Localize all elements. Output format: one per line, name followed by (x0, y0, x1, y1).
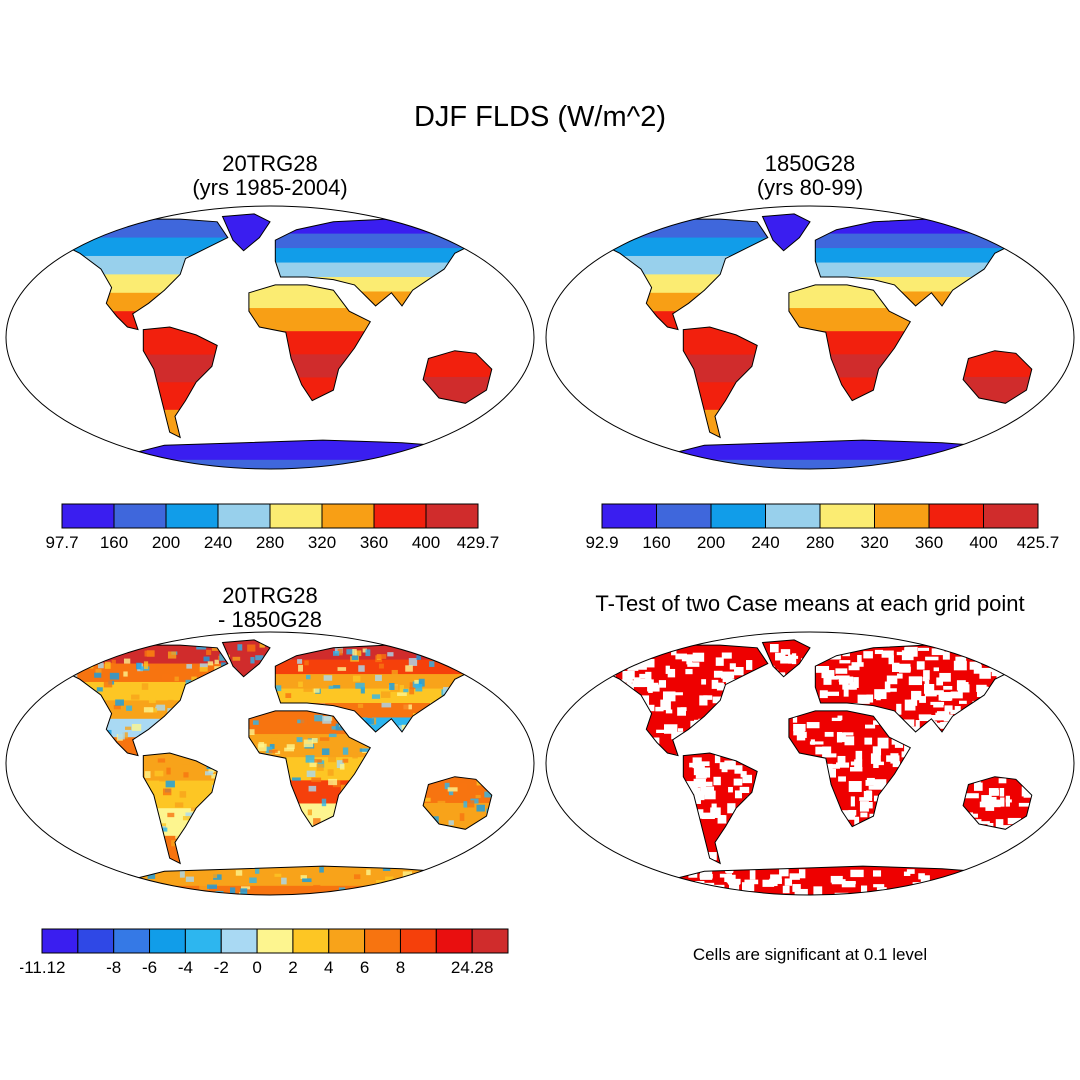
map-panel-1 (5, 205, 535, 470)
panel-3-title: 20TRG28 - 1850G28 (120, 584, 420, 632)
map-border (5, 205, 535, 470)
colorbar-tick-label: 400 (412, 533, 440, 552)
colorbar-tick-label: 97.7 (45, 533, 78, 552)
colorbar-swatch (765, 503, 821, 529)
map-panel-2 (545, 205, 1075, 470)
colorbar-tick-label: 160 (642, 533, 670, 552)
colorbar-tick-label: 320 (308, 533, 336, 552)
colorbar-tick-label: 240 (204, 533, 232, 552)
colorbar-swatch (601, 503, 657, 529)
colorbar-swatch (435, 928, 473, 954)
colorbar-tick-label: -2 (214, 958, 229, 977)
colorbar-swatch (425, 503, 479, 529)
map-panel-4 (545, 631, 1075, 896)
colorbar-panel-3: -11.12 -8 -6 -4 -2 0 2 4 6 8 24.28 (20, 928, 509, 977)
colorbar-tick-label: 320 (860, 533, 888, 552)
colorbar-tick-label: 429.7 (457, 533, 500, 552)
panel-2-title-line1: 1850G28 (764, 151, 856, 176)
colorbar-tick-label: 200 (152, 533, 180, 552)
colorbar-swatch (41, 928, 79, 954)
panel-1-title-line2: (yrs 1985-2004) (192, 174, 348, 200)
colorbar-swatch (656, 503, 712, 529)
colorbar-swatch (165, 503, 219, 529)
map-border (545, 205, 1075, 470)
colorbar-swatch (328, 928, 366, 954)
panel-3-title-line1: 20TRG28 (222, 583, 318, 608)
colorbar-tick-label: 160 (100, 533, 128, 552)
colorbar-swatch (373, 503, 427, 529)
map-panel-3 (5, 631, 535, 896)
colorbar-tick-label: 4 (324, 958, 333, 977)
colorbar-tick-label: 200 (697, 533, 725, 552)
panel-2-title: 1850G28 (yrs 80-99) (660, 152, 960, 200)
colorbar-swatch (710, 503, 766, 529)
panel-3-title-line2: - 1850G28 (218, 606, 322, 632)
colorbar-tick-label: 400 (969, 533, 997, 552)
colorbar-tick-label: 425.7 (1017, 533, 1060, 552)
colorbar-swatch (61, 503, 115, 529)
colorbar-tick-label: -6 (142, 958, 157, 977)
colorbar-tick-label: 92.9 (585, 533, 618, 552)
colorbar-tick-label: -4 (178, 958, 193, 977)
colorbar-tick-label: 360 (915, 533, 943, 552)
colorbar-swatch (113, 503, 167, 529)
colorbar-swatch (819, 503, 875, 529)
colorbar-tick-label: 8 (396, 958, 405, 977)
colorbar-tick-label: -11.12 (20, 958, 65, 977)
panel-2-title-line2: (yrs 80-99) (756, 174, 864, 200)
colorbar-swatch (113, 928, 151, 954)
colorbar-tick-label: 280 (256, 533, 284, 552)
colorbar-tick-label: -8 (106, 958, 121, 977)
colorbar-swatch (256, 928, 294, 954)
significance-note: Cells are significant at 0.1 level (692, 945, 928, 964)
colorbar-tick-label: 360 (360, 533, 388, 552)
colorbar-swatch (471, 928, 509, 954)
colorbar-swatch (292, 928, 330, 954)
colorbar-tick-label: 2 (288, 958, 297, 977)
colorbar-swatch (77, 928, 115, 954)
colorbar-tick-label: 6 (360, 958, 369, 977)
colorbar-swatch (983, 503, 1039, 529)
colorbar-swatch (149, 928, 186, 954)
colorbar-tick-label: 0 (252, 958, 261, 977)
map-border (545, 631, 1075, 896)
map-border (5, 631, 535, 896)
colorbar-swatch (220, 928, 258, 954)
colorbar-tick-label: 280 (806, 533, 834, 552)
colorbar-swatch (928, 503, 984, 529)
colorbar-swatch (184, 928, 222, 954)
colorbar-panel-1: 97.7 160 200 240 280 320 360 400 429.7 (45, 503, 500, 552)
colorbar-swatch (217, 503, 271, 529)
colorbar-tick-label: 240 (751, 533, 779, 552)
colorbar-swatch (269, 503, 323, 529)
panel-4-title-line1: T-Test of two Case means at each grid po… (595, 591, 1025, 616)
colorbar-panel-2: 92.9 160 200 240 280 320 360 400 425.7 (585, 503, 1060, 552)
colorbar-tick-label: 24.28 (451, 958, 494, 977)
colorbar-swatch (874, 503, 930, 529)
colorbar-swatch (321, 503, 375, 529)
main-title: DJF FLDS (W/m^2) (413, 101, 667, 133)
panel-4-title: T-Test of two Case means at each grid po… (540, 592, 1080, 616)
colorbar-swatch (364, 928, 401, 954)
panel-1-title: 20TRG28 (yrs 1985-2004) (120, 152, 420, 200)
panel-1-title-line1: 20TRG28 (222, 151, 318, 176)
colorbar-swatch (399, 928, 437, 954)
